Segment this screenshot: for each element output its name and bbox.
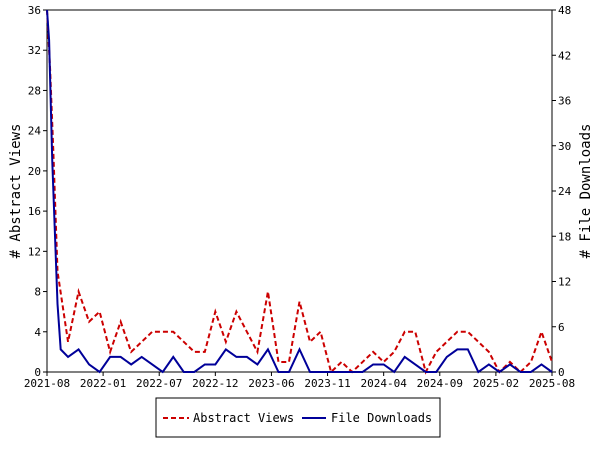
left-tick-label: 0 — [34, 366, 41, 379]
right-tick-label: 6 — [558, 321, 565, 334]
x-tick-label: 2022-07 — [136, 377, 182, 390]
series-line-file-downloads — [46, 9, 553, 374]
right-axis: 0 6 12 18 24 30 36 42 48 — [552, 4, 572, 379]
x-tick-label: 2025-02 — [473, 377, 519, 390]
plot-area — [46, 9, 553, 373]
left-axis-title: # Abstract Views — [8, 124, 24, 259]
legend: Abstract Views File Downloads — [155, 397, 441, 438]
legend-label-file-downloads: File Downloads — [331, 411, 432, 425]
x-tick-label: 2024-09 — [417, 377, 463, 390]
x-tick-label: 2022-01 — [80, 377, 126, 390]
right-tick-label: 36 — [558, 95, 571, 108]
left-axis: 0 4 8 12 16 20 24 28 32 36 — [28, 4, 47, 379]
series-line-abstract-views — [46, 9, 553, 375]
left-tick-label: 24 — [28, 125, 42, 138]
right-tick-label: 42 — [558, 49, 571, 62]
right-tick-label: 48 — [558, 4, 571, 17]
left-tick-label: 32 — [28, 44, 41, 57]
x-tick-label: 2024-04 — [360, 377, 407, 390]
left-tick-label: 8 — [34, 286, 41, 299]
x-tick-label: 2022-12 — [192, 377, 238, 390]
x-tick-label: 2023-06 — [248, 377, 294, 390]
right-tick-label: 24 — [558, 185, 572, 198]
legend-label-abstract-views: Abstract Views — [193, 411, 294, 425]
left-tick-label: 36 — [28, 4, 41, 17]
x-axis: 2021-08 2022-01 2022-07 2022-12 2023-06 2023-… — [24, 372, 575, 390]
right-axis-title: # File Downloads — [578, 124, 594, 259]
left-tick-label: 4 — [34, 326, 41, 339]
x-tick-label: 2021-08 — [24, 377, 70, 390]
x-tick-label: 2023-11 — [304, 377, 350, 390]
left-tick-label: 28 — [28, 84, 41, 97]
x-tick-label: 2025-08 — [529, 377, 575, 390]
legend-box — [155, 397, 441, 438]
left-tick-label: 16 — [28, 205, 41, 218]
right-tick-label: 0 — [558, 366, 565, 379]
right-tick-label: 30 — [558, 140, 571, 153]
left-tick-label: 20 — [28, 165, 41, 178]
right-tick-label: 18 — [558, 230, 571, 243]
left-tick-label: 12 — [28, 245, 41, 258]
right-tick-label: 12 — [558, 276, 571, 289]
series-layer — [46, 9, 553, 375]
